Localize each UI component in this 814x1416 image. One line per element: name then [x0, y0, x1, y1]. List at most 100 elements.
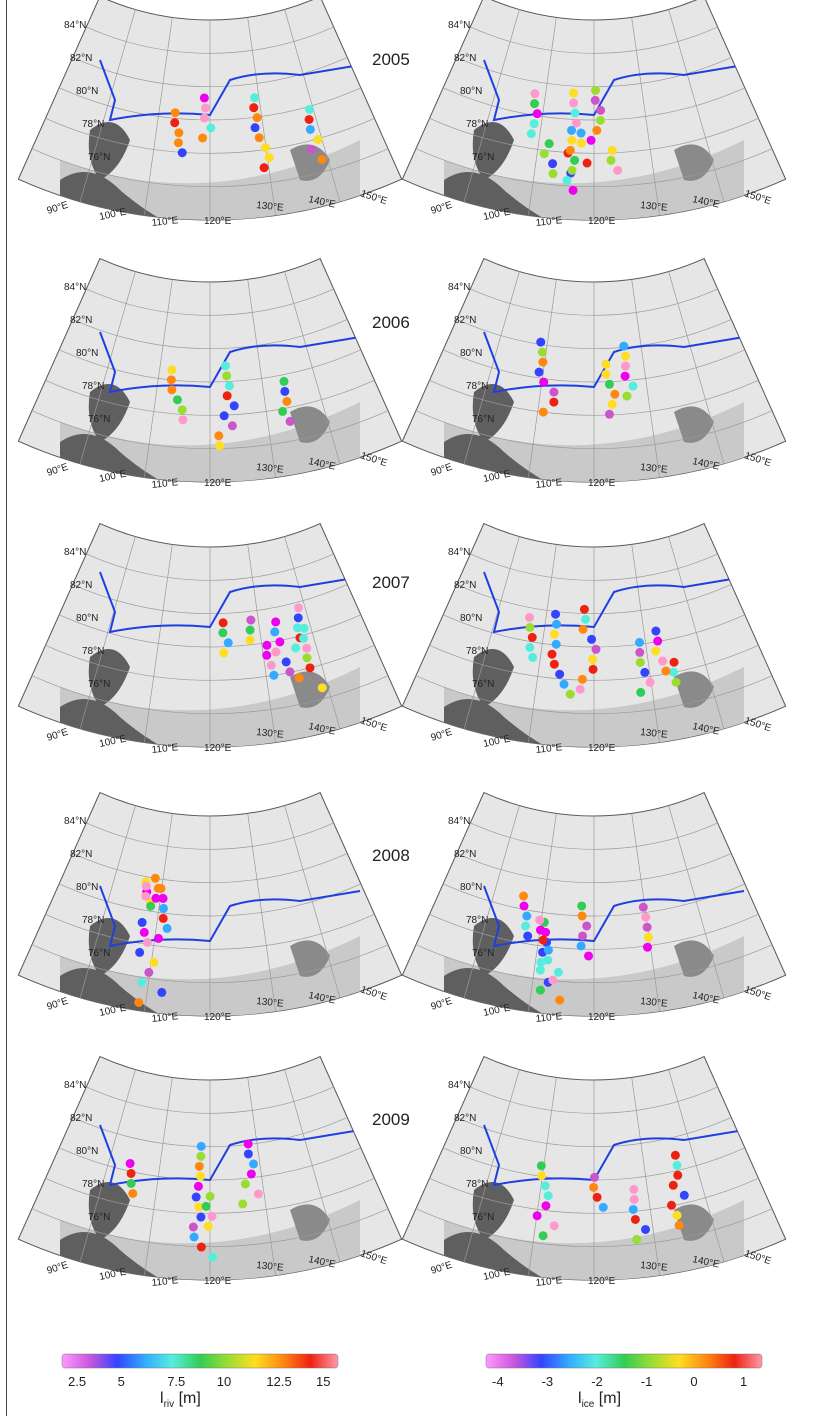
- observation-dot: [141, 881, 151, 891]
- observation-dot: [262, 650, 272, 660]
- observation-dot: [525, 622, 535, 632]
- observation-dot: [293, 623, 303, 633]
- observation-dot: [537, 347, 547, 357]
- observation-dot: [591, 644, 601, 654]
- observation-dot: [525, 642, 535, 652]
- observation-dot: [162, 923, 172, 933]
- observation-dot: [271, 647, 281, 657]
- longitude-label: 110°E: [535, 1011, 563, 1025]
- observation-dot: [215, 441, 225, 451]
- map-content: [415, 805, 773, 1016]
- longitude-line: [528, 17, 557, 216]
- longitude-label: 110°E: [535, 1275, 563, 1289]
- map-content: [415, 1069, 773, 1280]
- longitude-line: [463, 805, 520, 998]
- observation-dot: [582, 158, 592, 168]
- latitude-label: 80°N: [76, 86, 98, 97]
- observation-dot: [305, 104, 315, 114]
- observation-dot: [601, 359, 611, 369]
- year-label-2006: 2006: [372, 313, 410, 332]
- observation-dot: [530, 99, 540, 109]
- map-panel-right-2: 84°N 82°N 80°N 78°N 76°N 90°E 100°E 110°E 120°E 1…: [401, 522, 787, 756]
- latitude-label: 78°N: [82, 646, 104, 657]
- land-new-siberian-islands: [290, 1204, 330, 1241]
- observation-dot: [562, 175, 572, 185]
- year-label-2008: 2008: [372, 846, 410, 865]
- observation-dot: [302, 643, 312, 653]
- observation-dot: [214, 431, 224, 441]
- observation-dot: [174, 128, 184, 138]
- observation-dot: [519, 901, 529, 911]
- observation-dot: [279, 376, 289, 386]
- observation-dot: [275, 637, 285, 647]
- observation-dot: [200, 103, 210, 113]
- observation-dot: [227, 421, 237, 431]
- observation-dot: [207, 1211, 217, 1221]
- longitude-label: 130°E: [256, 727, 285, 741]
- observation-dot: [206, 123, 216, 133]
- latitude-label: 82°N: [70, 580, 92, 591]
- colorbar-left: [61, 1353, 339, 1369]
- colorbar-left-tick: 10: [216, 1374, 232, 1389]
- longitude-label: 120°E: [588, 478, 616, 489]
- colorbar-right-tick: 0: [690, 1374, 698, 1389]
- longitude-label: 150°E: [743, 450, 773, 469]
- observation-dot: [538, 407, 548, 417]
- observation-dot: [669, 667, 679, 677]
- colorbar-right-tick: -1: [640, 1374, 653, 1389]
- longitude-line: [247, 544, 276, 743]
- observation-dot: [299, 623, 309, 633]
- observation-dot: [667, 1200, 677, 1210]
- longitude-line: [144, 279, 173, 478]
- longitude-label: 90°E: [46, 996, 70, 1013]
- observation-dot: [606, 155, 616, 165]
- land-new-siberian-islands: [290, 940, 330, 977]
- longitude-line: [668, 536, 725, 729]
- observation-dot: [527, 632, 537, 642]
- map-panel-left-3: 84°N 82°N 80°N 78°N 76°N 90°E 100°E 110°E 120°E 1…: [17, 791, 403, 1025]
- latitude-label: 82°N: [70, 849, 92, 860]
- longitude-label: 150°E: [359, 715, 389, 734]
- observation-dot: [628, 381, 638, 391]
- observation-dot: [281, 657, 291, 667]
- observation-dot: [167, 385, 177, 395]
- longitude-label: 130°E: [256, 462, 285, 476]
- latitude-label: 78°N: [466, 915, 488, 926]
- observation-dot: [313, 134, 323, 144]
- observation-dot: [661, 666, 671, 676]
- observation-dot: [643, 932, 653, 942]
- latitude-label: 82°N: [454, 1113, 476, 1124]
- observation-dot: [166, 375, 176, 385]
- left-border-line: [6, 0, 7, 1416]
- observation-dot: [149, 957, 159, 967]
- observation-dot: [170, 108, 180, 118]
- latitude-label: 84°N: [448, 20, 470, 31]
- observation-dot: [529, 119, 539, 129]
- observation-dot: [305, 124, 315, 134]
- map-panel-left-1: 84°N 82°N 80°N 78°N 76°N 90°E 100°E 110°E 120°E 1…: [17, 257, 403, 491]
- observation-dot: [144, 967, 154, 977]
- longitude-label: 110°E: [151, 1275, 179, 1289]
- longitude-line: [247, 17, 276, 216]
- latitude-label: 84°N: [448, 547, 470, 558]
- observation-dot: [170, 118, 180, 128]
- observation-dot: [252, 113, 262, 123]
- observation-dot: [653, 636, 663, 646]
- observation-dot: [534, 367, 544, 377]
- latitude-label: 80°N: [460, 1146, 482, 1157]
- observation-dot: [245, 635, 255, 645]
- observation-dot: [671, 677, 681, 687]
- observation-dot: [638, 902, 648, 912]
- observation-dot: [582, 921, 592, 931]
- observation-dot: [250, 123, 260, 133]
- observation-dot: [219, 648, 229, 658]
- observation-dot: [642, 942, 652, 952]
- ice-boundary-line: [99, 885, 361, 948]
- longitude-label: 90°E: [430, 727, 454, 744]
- latitude-label: 82°N: [70, 315, 92, 326]
- observation-dot: [535, 965, 545, 975]
- observation-dot: [141, 891, 151, 901]
- observation-dot: [208, 1252, 218, 1262]
- map-content: [31, 271, 389, 482]
